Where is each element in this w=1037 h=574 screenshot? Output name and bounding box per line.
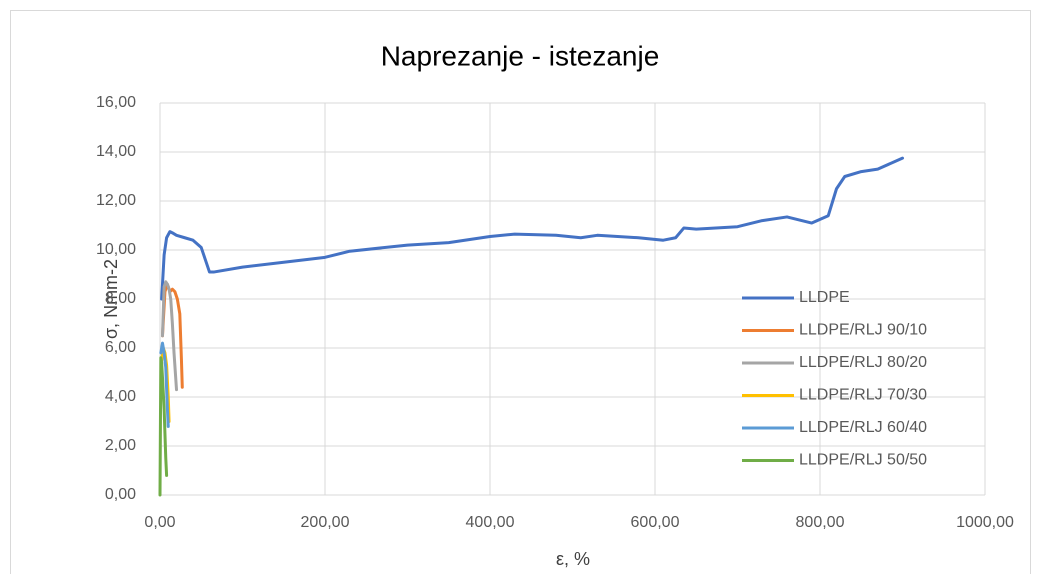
x-tick-label: 200,00 <box>301 514 350 531</box>
series-line <box>160 156 904 301</box>
legend-label: LLDPE/RLJ 70/30 <box>799 387 927 404</box>
chart-title: Naprezanje - istezanje <box>381 40 660 71</box>
x-tick-label: 800,00 <box>796 514 845 531</box>
y-tick-label: 8,00 <box>105 290 136 307</box>
x-tick-label: 400,00 <box>466 514 515 531</box>
series-line <box>160 280 178 392</box>
legend-label: LLDPE/RLJ 80/20 <box>799 354 927 371</box>
legend-label: LLDPE <box>799 289 850 306</box>
x-tick-label: 600,00 <box>631 514 680 531</box>
y-tick-label: 4,00 <box>105 388 136 405</box>
legend-label: LLDPE/RLJ 60/40 <box>799 419 927 436</box>
y-tick-label: 6,00 <box>105 339 136 356</box>
y-tick-label: 10,00 <box>96 241 136 258</box>
x-tick-label: 0,00 <box>144 514 175 531</box>
series-line <box>158 356 169 497</box>
y-tick-label: 0,00 <box>105 486 136 503</box>
legend-label: LLDPE/RLJ 90/10 <box>799 322 927 339</box>
chart-border <box>10 10 1031 574</box>
y-axis-label: σ, Nmm-2 <box>101 259 121 339</box>
x-tick-label: 1000,00 <box>956 514 1014 531</box>
legend-label: LLDPE/RLJ 50/50 <box>799 452 927 469</box>
series-line <box>159 341 170 428</box>
y-tick-label: 2,00 <box>105 437 136 454</box>
y-tick-label: 16,00 <box>96 94 136 111</box>
y-tick-label: 12,00 <box>96 192 136 209</box>
series-line <box>160 282 184 389</box>
y-tick-label: 14,00 <box>96 143 136 160</box>
x-axis-label: ε, % <box>556 549 590 569</box>
